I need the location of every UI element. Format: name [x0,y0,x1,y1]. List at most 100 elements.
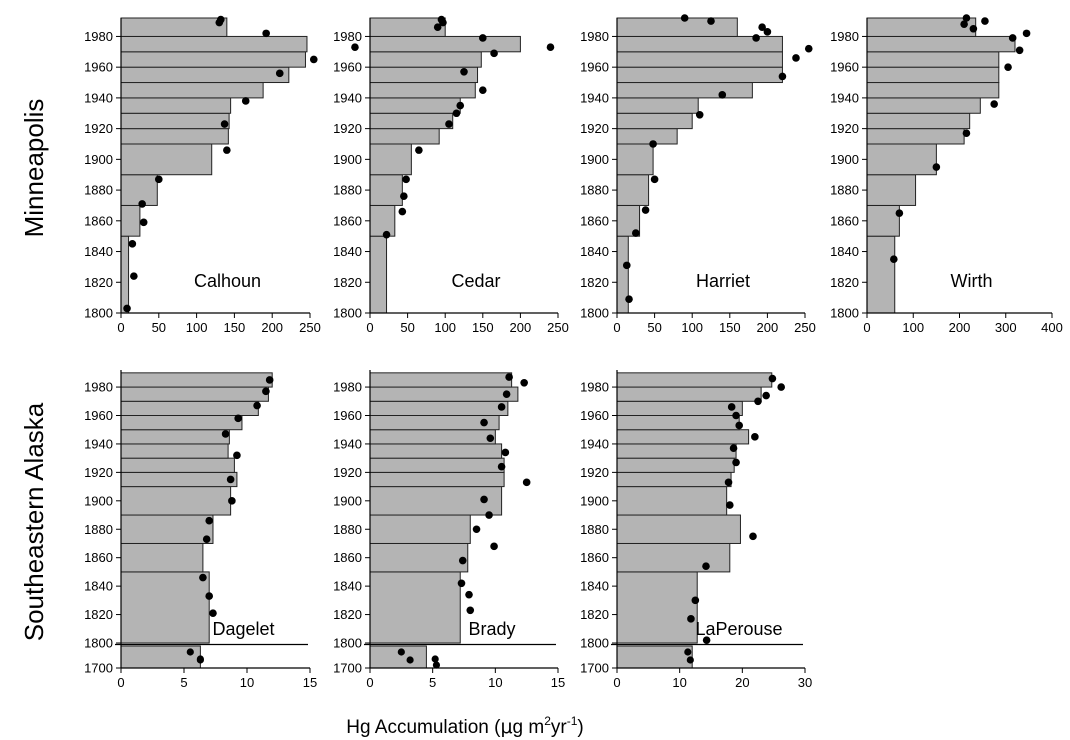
bar-cedar-2 [369,174,403,206]
x-axis-title-mu: μ [500,716,512,738]
bar-laperouse-0 [616,571,698,644]
point-calhoun-10 [309,55,318,64]
ytick-label-calhoun-6: 1920 [84,121,113,136]
xtick-label-brady-3: 15 [551,675,565,690]
ytick-label-brady-0: 1800 [333,636,362,651]
point-laperouse-1 [687,615,695,623]
point-calhoun-6 [223,146,231,154]
ytick-label-dagelet-9: 1980 [84,380,113,395]
xtick-label-cedar-4: 200 [510,320,532,335]
ytick-label-laperouse-6: 1920 [580,465,609,480]
point-brady-0 [466,606,475,615]
ytick-label-dagelet-1: 1820 [84,607,113,622]
ytick-label-brady-5: 1900 [333,493,362,508]
point-harriet-3 [641,206,650,214]
bar-brady-5 [369,457,505,473]
ytick-label-laperouse-1: 1820 [580,607,609,622]
bar-cedar-7 [369,82,476,99]
point-dagelet-6 [226,475,235,484]
ytick-label-cedar-3: 1860 [333,213,362,228]
point-calhoun-4 [138,200,146,208]
xtick-label-dagelet-0: 0 [117,675,124,690]
ytick-label-laperouse-0: 1800 [580,636,609,651]
point-brady-9 [497,462,506,471]
point-calhoun-5 [155,175,163,184]
ytick-label-laperouse-9: 1980 [580,380,609,395]
ytick-label-wirth-5: 1900 [830,152,859,167]
bar-laperouse-3 [616,486,728,516]
ytick-label-wirth-0: 1800 [830,306,859,321]
bar-dagelet-9 [120,400,259,416]
point-harriet-13 [758,23,766,32]
point-laperouse-7 [732,458,740,467]
point-brady-13 [497,403,506,411]
point-laperouse-4 [749,532,757,541]
point-harriet-12 [763,28,772,36]
xtick-label-wirth-4: 400 [1041,320,1063,335]
point-harriet-7 [718,91,727,99]
bar-dagelet-3 [120,486,232,516]
ytick-label-dagelet-0: 1800 [84,636,113,651]
bar-cedar-3 [369,143,412,176]
xtick-label-harriet-5: 250 [794,320,816,335]
point-calhoun-9 [275,69,284,78]
xtick-label-calhoun-2: 100 [186,320,208,335]
bar-wirth-1 [866,204,900,237]
xtick-label-laperouse-0: 0 [613,675,620,690]
panel-label-harriet: Harriet [696,271,750,291]
point-laperouse-9 [751,433,759,441]
ytick-label-calhoun-2: 1840 [84,244,113,259]
point-harriet-10 [804,44,813,53]
ytick-label-brady-1: 1820 [333,607,362,622]
point-dagelet-4 [205,516,213,525]
bar-laperouse-lower [616,645,693,669]
panel-laperouse: 1700 1800 1820 1840 1860 1880 1900 1920 1940 1960… [580,370,812,690]
ytick-label-harriet-1: 1820 [580,275,609,290]
bar-laperouse-7 [616,429,750,445]
bar-cedar-0 [369,235,388,314]
point-brady-8 [522,478,531,487]
point-wirth-12 [962,14,971,22]
ytick-label-harriet-3: 1860 [580,213,609,228]
bar-calhoun-8 [120,66,290,84]
panel-dagelet: 1700 1800 1820 1840 1860 1880 1900 1920 1940 1960… [84,370,317,690]
bar-calhoun-2 [120,174,158,206]
bar-brady-lower [369,645,427,669]
panel-label-cedar: Cedar [451,271,500,291]
point-cedar-7 [456,101,465,110]
bar-dagelet-6 [120,443,229,459]
bar-brady-1 [369,542,469,573]
point-wirth-11 [981,17,989,25]
xtick-label-harriet-3: 150 [719,320,741,335]
bar-wirth-5 [866,112,971,130]
point-cedar-14 [433,23,442,32]
point-harriet-9 [792,54,800,62]
ytick-label-cedar-4: 1880 [333,183,362,198]
xtick-label-calhoun-3: 150 [224,320,246,335]
bar-wirth-9 [866,51,1000,68]
ytick-label-dagelet-6: 1920 [84,465,113,480]
bar-wirth-8 [866,66,1000,84]
bar-calhoun-4 [120,128,229,145]
point-harriet-4 [650,175,659,184]
xtick-label-brady-2: 10 [488,675,502,690]
point-cedar-1 [398,207,407,216]
point-laperouse-2 [691,596,700,605]
bar-dagelet-11 [120,372,273,388]
ytick-label-calhoun-3: 1860 [84,213,113,228]
point-cedar-12 [351,43,359,51]
ytick-label-cedar-9: 1980 [333,29,362,44]
bar-cedar-6 [369,97,461,114]
point-harriet-1 [622,261,631,270]
point-harriet-14 [707,17,715,25]
point-harriet-5 [649,140,657,148]
point-laperouse-6 [724,478,733,487]
xtick-label-cedar-5: 250 [547,320,569,335]
bar-harriet-9 [616,51,783,68]
panel-cedar: 1800 1820 1840 1860 1880 1900 1920 1940 1960 1980… [333,15,569,335]
bar-harriet-8 [616,66,783,84]
xtick-label-calhoun-0: 0 [117,320,124,335]
ytick-label-laperouse-5: 1900 [580,493,609,508]
ytick-label-harriet-9: 1980 [580,29,609,44]
bar-calhoun-10 [120,35,308,53]
